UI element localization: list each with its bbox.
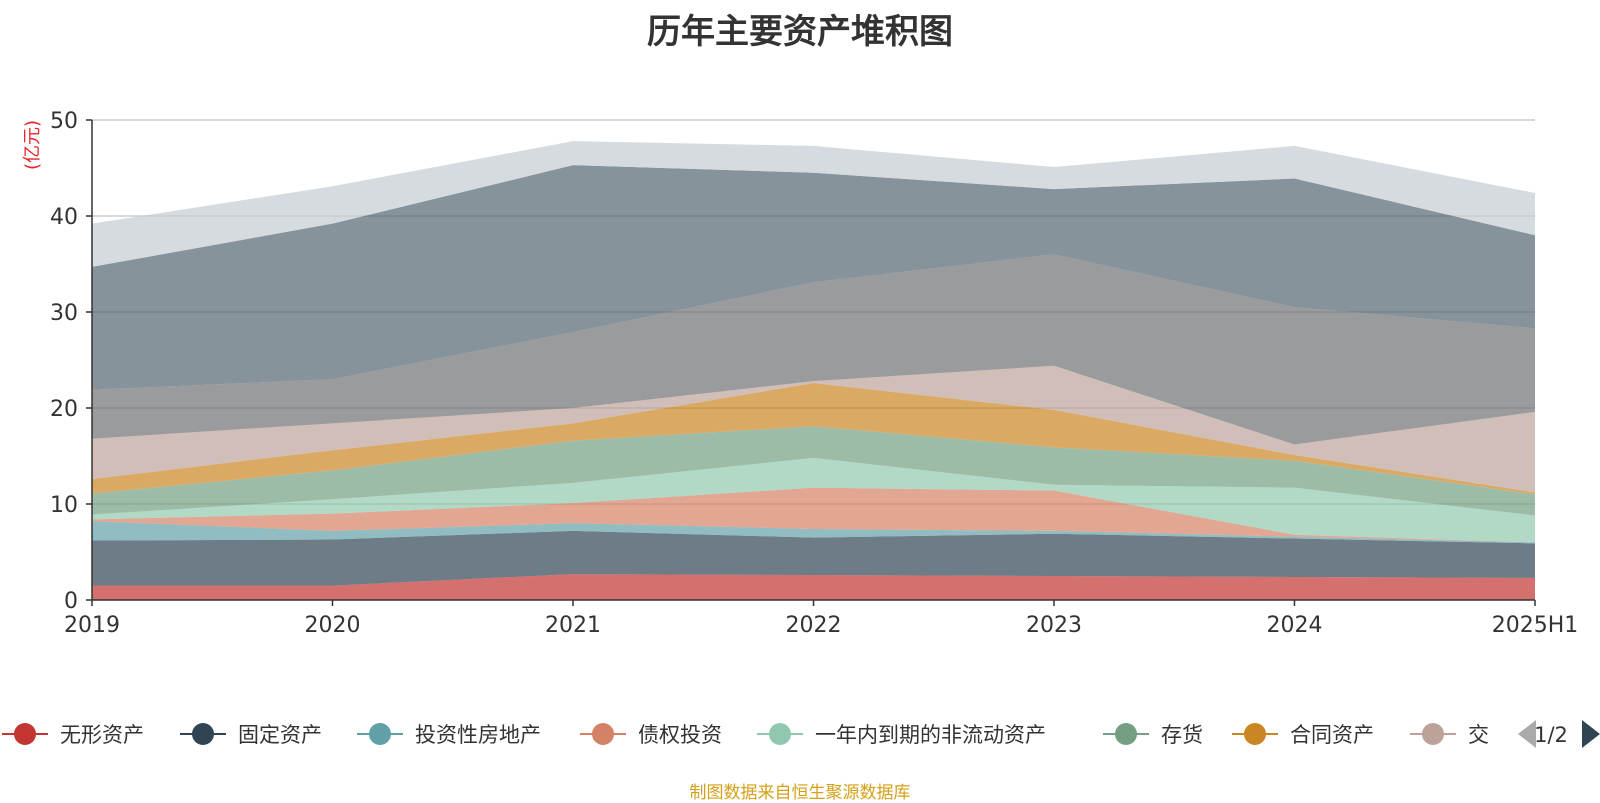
series-area-9 — [92, 165, 1535, 390]
legend-item[interactable]: 存货 — [1103, 723, 1203, 747]
legend-label: 无形资产 — [60, 723, 144, 747]
chart-title: 历年主要资产堆积图 — [647, 12, 953, 52]
legend-item[interactable]: 投资性房地产 — [357, 723, 541, 747]
x-tick-label: 2019 — [64, 613, 120, 638]
y-tick-label: 10 — [50, 493, 78, 518]
legend: 无形资产 固定资产 投资性房地产 债权投资 一年内到期的非流动资产 存货 合同资产 交 1/2 — [2, 720, 1600, 748]
y-tick-label: 40 — [50, 205, 78, 230]
series-area-4 — [92, 457, 1535, 543]
legend-label: 合同资产 — [1290, 723, 1374, 747]
x-tick-label: 2024 — [1267, 613, 1323, 638]
legend-item[interactable]: 一年内到期的非流动资产 — [757, 723, 1046, 747]
legend-marker — [192, 723, 214, 745]
x-tick-label: 2021 — [545, 613, 601, 638]
series-area-1 — [92, 530, 1535, 586]
legend-label: 固定资产 — [238, 723, 322, 747]
series-area-5 — [92, 426, 1535, 516]
data-source-note: 制图数据来自恒生聚源数据库 — [689, 783, 911, 803]
legend-item[interactable]: 固定资产 — [180, 723, 322, 747]
axes: 0 10 20 30 40 50 2019 2020 2021 2022 2023 2024 2025H… — [22, 109, 1578, 638]
series-area-10 — [92, 141, 1535, 267]
series-area-8 — [92, 254, 1535, 445]
legend-marker — [14, 723, 36, 745]
y-tick-label: 20 — [50, 397, 78, 422]
stacked-areas — [92, 141, 1535, 600]
y-tick-label: 30 — [50, 301, 78, 326]
legend-label: 交 — [1468, 723, 1489, 747]
series-area-2 — [92, 521, 1535, 544]
x-tick-label: 2022 — [786, 613, 842, 638]
legend-label: 债权投资 — [638, 723, 722, 747]
legend-marker — [769, 723, 791, 745]
legend-marker — [1244, 723, 1266, 745]
legend-item[interactable]: 债权投资 — [580, 723, 722, 747]
legend-label: 一年内到期的非流动资产 — [815, 723, 1046, 747]
legend-marker — [592, 723, 614, 745]
legend-item[interactable]: 无形资产 — [2, 723, 144, 747]
series-area-3 — [92, 487, 1535, 543]
legend-next-icon[interactable] — [1582, 720, 1600, 748]
legend-label: 投资性房地产 — [415, 723, 541, 747]
legend-marker — [1422, 723, 1444, 745]
x-tick-label: 2025H1 — [1492, 613, 1579, 638]
x-tick-label: 2020 — [305, 613, 361, 638]
y-tick-label: 50 — [50, 109, 78, 134]
legend-item[interactable]: 合同资产 — [1232, 723, 1374, 747]
legend-items: 无形资产 固定资产 投资性房地产 债权投资 一年内到期的非流动资产 存货 合同资产 交 — [2, 723, 1489, 747]
legend-marker — [369, 723, 391, 745]
legend-page-indicator: 1/2 — [1534, 723, 1568, 747]
y-axis-label: (亿元) — [22, 120, 43, 170]
x-tick-label: 2023 — [1026, 613, 1082, 638]
series-area-7 — [92, 365, 1535, 493]
legend-prev-icon[interactable] — [1518, 720, 1536, 748]
legend-item[interactable]: 交 — [1410, 723, 1489, 747]
legend-label: 存货 — [1161, 723, 1203, 747]
y-tick-label: 0 — [64, 589, 78, 614]
series-area-0 — [92, 574, 1535, 600]
series-area-6 — [92, 383, 1535, 495]
legend-marker — [1115, 723, 1137, 745]
